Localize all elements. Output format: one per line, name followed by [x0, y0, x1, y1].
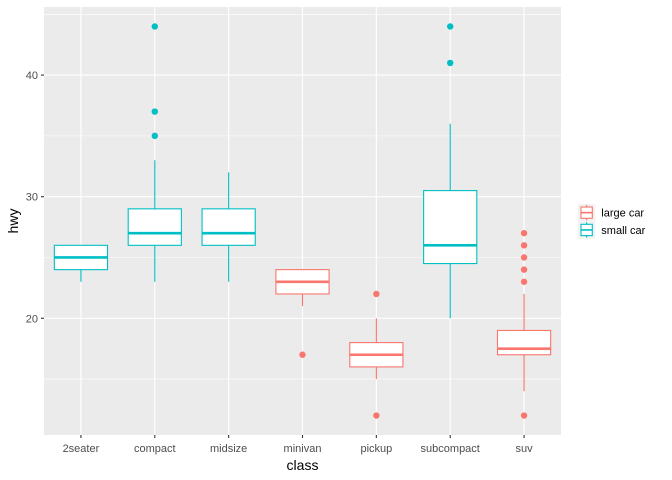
outlier-point — [520, 242, 528, 249]
x-axis: 2seater compact midsize minivan pickup subcom… — [63, 435, 534, 455]
outlier-point — [447, 23, 454, 30]
box-subcompact — [423, 23, 478, 319]
box-pickup — [349, 290, 404, 419]
box-body — [423, 190, 478, 265]
outlier-point — [151, 108, 158, 115]
x-tick-label: suv — [516, 443, 534, 455]
box-body — [496, 329, 552, 356]
outlier-point — [373, 412, 380, 419]
y-tick-label: 40 — [26, 70, 38, 82]
legend-item: large car — [578, 204, 644, 222]
legend-label: small car — [601, 225, 645, 237]
outlier-point — [520, 254, 528, 261]
x-tick-label: 2seater — [63, 443, 100, 455]
outlier-point — [520, 266, 528, 273]
y-axis-title: hwy — [5, 209, 21, 234]
legend-item: small car — [578, 221, 646, 239]
box-body — [201, 208, 256, 246]
boxes-layer — [53, 23, 552, 419]
outlier-point — [520, 412, 528, 419]
box-2seater — [53, 244, 109, 282]
outlier-point — [151, 132, 158, 140]
outlier-point — [373, 290, 380, 298]
y-tick-label: 20 — [26, 313, 38, 325]
box-suv — [496, 229, 552, 419]
x-tick-label: midsize — [210, 443, 247, 455]
box-compact — [127, 23, 182, 282]
outlier-point — [299, 351, 306, 358]
outlier-point — [520, 278, 528, 285]
legend-label: large car — [601, 208, 644, 220]
y-tick-label: 30 — [26, 192, 38, 204]
box-minivan — [275, 269, 330, 358]
x-axis-title: class — [287, 457, 319, 473]
x-tick-label: pickup — [360, 443, 392, 455]
outlier-point — [151, 23, 158, 30]
x-tick-label: subcompact — [421, 443, 480, 455]
box-body — [127, 208, 182, 246]
box-midsize — [201, 172, 256, 282]
y-axis: 20 30 40 — [26, 70, 44, 325]
x-tick-label: minivan — [284, 443, 322, 455]
x-tick-label: compact — [134, 443, 176, 455]
outlier-point — [520, 229, 528, 237]
legend: large car small car — [578, 204, 646, 239]
outlier-point — [447, 59, 454, 67]
